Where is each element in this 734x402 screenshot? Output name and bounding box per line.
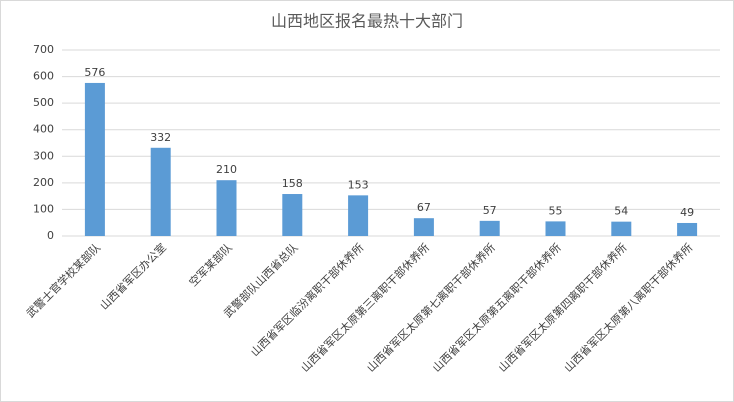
value-label: 57 bbox=[483, 204, 497, 217]
bar bbox=[611, 221, 632, 236]
y-tick-label: 500 bbox=[33, 96, 54, 109]
bar bbox=[150, 147, 171, 236]
value-label: 332 bbox=[150, 131, 171, 144]
value-label: 49 bbox=[680, 206, 694, 219]
chart-title: 山西地区报名最热十大部门 bbox=[271, 12, 463, 31]
y-tick-label: 600 bbox=[33, 70, 54, 83]
bar bbox=[413, 218, 434, 236]
bar bbox=[216, 180, 237, 236]
bar bbox=[282, 194, 303, 236]
bar bbox=[545, 221, 566, 236]
value-label: 153 bbox=[348, 178, 369, 191]
value-label: 158 bbox=[282, 177, 303, 190]
y-tick-label: 400 bbox=[33, 123, 54, 136]
value-label: 55 bbox=[549, 204, 563, 217]
bar bbox=[84, 82, 105, 236]
bar bbox=[677, 222, 698, 236]
value-label: 67 bbox=[417, 201, 431, 214]
value-label: 576 bbox=[84, 66, 105, 79]
value-label: 54 bbox=[614, 205, 628, 218]
y-tick-label: 300 bbox=[33, 149, 54, 162]
y-tick-label: 0 bbox=[47, 229, 54, 242]
y-tick-label: 200 bbox=[33, 176, 54, 189]
y-tick-label: 100 bbox=[33, 202, 54, 215]
bar bbox=[479, 220, 500, 236]
value-label: 210 bbox=[216, 163, 237, 176]
bar bbox=[348, 195, 369, 236]
y-tick-label: 700 bbox=[33, 43, 54, 56]
